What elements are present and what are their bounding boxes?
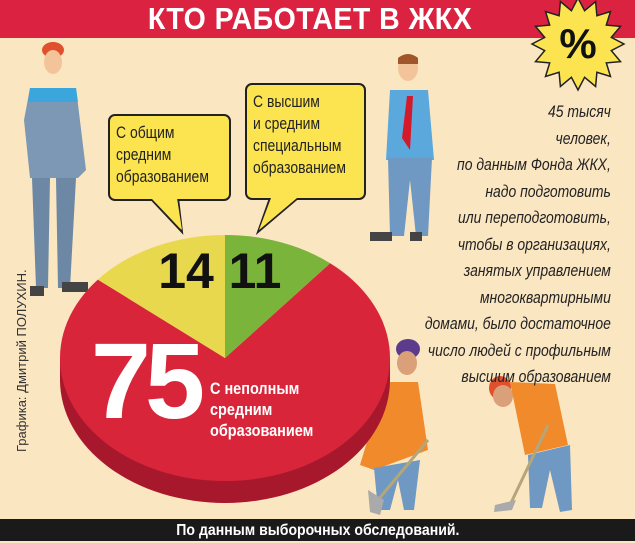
side-note-line: 45 тысяч <box>548 102 611 121</box>
side-note-line: многоквартирными <box>480 287 611 307</box>
callout-line: образованием <box>116 167 209 186</box>
slice-label-line: образованием <box>210 421 314 440</box>
side-note-line: или переподготовить, <box>458 208 611 227</box>
callout-line: и средним <box>253 114 321 133</box>
callout-higher-education: С высшим и средним специальным образован… <box>245 83 366 200</box>
footer-source: По данным выборочных обследований. <box>0 519 635 543</box>
side-note-line: надо подготовить <box>485 181 611 201</box>
side-note-line: домами, было достаточное <box>424 314 611 333</box>
worker-uniform-figure <box>24 42 88 296</box>
footer-bar <box>0 519 635 541</box>
slice-label-75: С неполным средним образованием <box>210 378 332 441</box>
badge-text: % <box>559 20 596 67</box>
side-note-line: чтобы в организациях, <box>457 234 611 254</box>
callout-general-secondary: С общим средним образованием <box>108 114 231 201</box>
slice-label-line: средним <box>210 400 273 419</box>
manager-figure <box>370 54 434 241</box>
pie-slice-14 <box>97 235 225 358</box>
bubble-tail <box>255 197 299 236</box>
side-note-line: занятых управлением <box>463 261 611 280</box>
slice-label-line: С неполным <box>210 379 300 398</box>
percent-star-badge: % <box>530 0 626 92</box>
pie-chart <box>60 235 390 503</box>
callout-line: специальным <box>253 136 342 155</box>
footer-source-text: По данным выборочных обследований. <box>175 522 460 539</box>
side-note-line: высшим образованием <box>461 367 611 386</box>
street-worker-figure <box>360 339 430 515</box>
title-bar <box>0 0 635 38</box>
graphics-credit: Графика: Дмитрий ПОЛУХИН. <box>14 269 29 452</box>
callout-line: средним <box>116 145 172 164</box>
page-title: КТО РАБОТАЕТ В ЖКХ <box>147 1 473 36</box>
pie-slice-75 <box>60 263 390 482</box>
side-note-line: число людей с профильным <box>428 340 611 360</box>
side-note: 45 тысяч человек, по данным Фонда ЖКХ, н… <box>384 99 611 391</box>
callout-line: образованием <box>253 158 346 177</box>
callout-line: С высшим <box>253 92 320 111</box>
side-note-line: по данным Фонда ЖКХ, <box>457 155 611 174</box>
pie-slice-11 <box>225 235 331 358</box>
slice-value-14: 14 <box>158 243 214 299</box>
bubble-tail <box>149 197 184 235</box>
side-note-line: человек, <box>555 128 611 148</box>
bent-worker-figure <box>489 376 572 512</box>
slice-value-75: 75 <box>91 320 203 441</box>
slice-value-11: 11 <box>229 243 282 299</box>
callout-line: С общим <box>116 123 175 142</box>
